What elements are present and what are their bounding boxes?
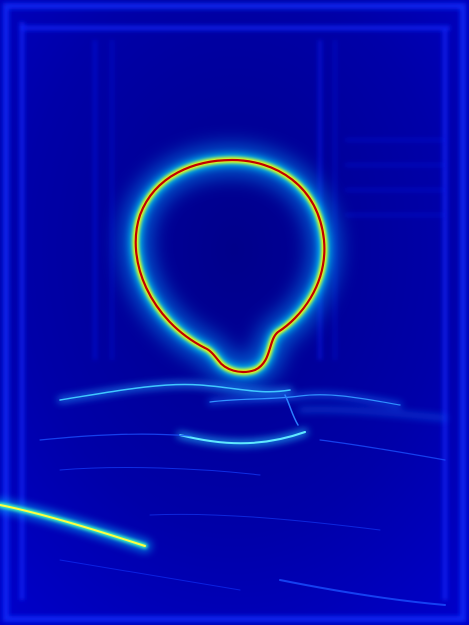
horizontal-ridge-lines (39, 382, 447, 606)
diagonal-strong-edge (0, 498, 152, 553)
ring-contour (120, 144, 340, 387)
